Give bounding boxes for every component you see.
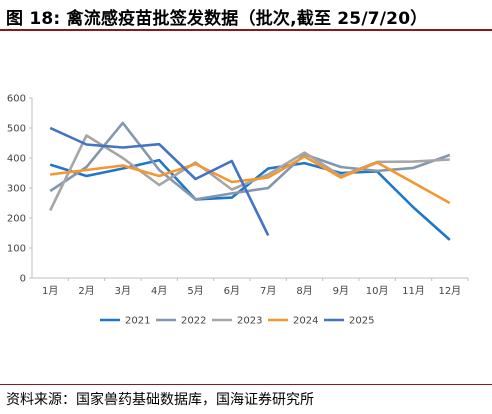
series-line-2023	[49, 134, 450, 212]
legend-label-2023: 2023	[237, 316, 262, 327]
x-tick-label: 9月	[333, 285, 349, 297]
x-tick-label: 12月	[438, 285, 461, 297]
y-tick-label: 200	[7, 214, 26, 225]
x-tick-label: 3月	[115, 285, 131, 297]
series-line-2022	[49, 121, 451, 201]
y-tick-label: 400	[7, 154, 26, 165]
x-tick-label: 7月	[260, 285, 276, 297]
x-tick-label: 6月	[224, 285, 240, 297]
legend-label-2021: 2021	[125, 316, 150, 327]
x-tick-label: 8月	[296, 285, 312, 297]
y-tick-label: 0	[20, 274, 26, 285]
x-tick-label: 10月	[366, 285, 389, 297]
x-tick-label: 5月	[187, 285, 203, 297]
figure-title: 图 18: 禽流感疫苗批签发数据（批次,截至 25/7/20）	[6, 4, 427, 29]
source-divider	[0, 384, 492, 385]
legend-label-2025: 2025	[349, 316, 374, 327]
y-tick-label: 500	[7, 124, 26, 135]
series-line-2024	[50, 155, 451, 205]
x-tick-label: 2月	[78, 285, 94, 297]
source-note: 资料来源：国家兽药基础数据库，国海证券研究所	[6, 392, 314, 408]
series-line-2025	[49, 126, 270, 236]
legend-label-2024: 2024	[293, 316, 318, 327]
line-chart: 0 100 200 300 400 500 600 1月 2月 3月 4月 5月 6月 7月 8月 9月 10月…	[7, 94, 469, 327]
y-tick-label: 300	[7, 184, 26, 195]
title-divider	[0, 29, 492, 31]
legend-label-2022: 2022	[181, 316, 206, 327]
x-tick-label: 1月	[42, 285, 58, 297]
figure-label: 图 18:	[6, 9, 61, 29]
x-tick-label: 4月	[151, 285, 167, 297]
x-tick-label: 11月	[402, 285, 425, 297]
y-tick-label: 100	[7, 244, 26, 255]
y-tick-label: 600	[7, 94, 26, 105]
figure-title-text: 禽流感疫苗批签发数据（批次,截至 25/7/20）	[66, 9, 428, 29]
